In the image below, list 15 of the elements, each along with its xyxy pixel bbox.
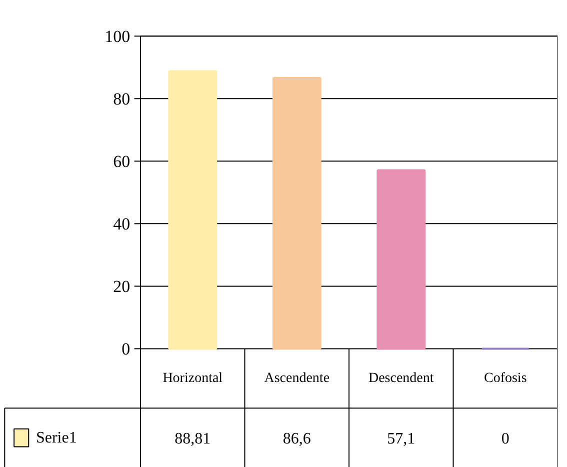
y-tick-label: 20 xyxy=(113,277,130,296)
x-tick-label: Descendent xyxy=(368,370,434,386)
data-label: 0 xyxy=(501,430,510,448)
y-tick-label: 80 xyxy=(113,90,130,109)
data-label: 86,6 xyxy=(282,430,311,448)
x-tick-label: Ascendente xyxy=(264,370,330,386)
data-label: 57,1 xyxy=(387,430,416,448)
legend-label: Serie1 xyxy=(36,429,77,446)
x-tick-label: Horizontal xyxy=(162,370,223,386)
x-tick-label: Cofosis xyxy=(484,370,527,386)
y-tick-label: 100 xyxy=(104,27,130,46)
y-tick-label: 0 xyxy=(122,340,130,359)
y-tick-label: 40 xyxy=(113,214,130,234)
data-label: 88,81 xyxy=(174,430,211,448)
y-tick-label: 60 xyxy=(113,152,130,172)
